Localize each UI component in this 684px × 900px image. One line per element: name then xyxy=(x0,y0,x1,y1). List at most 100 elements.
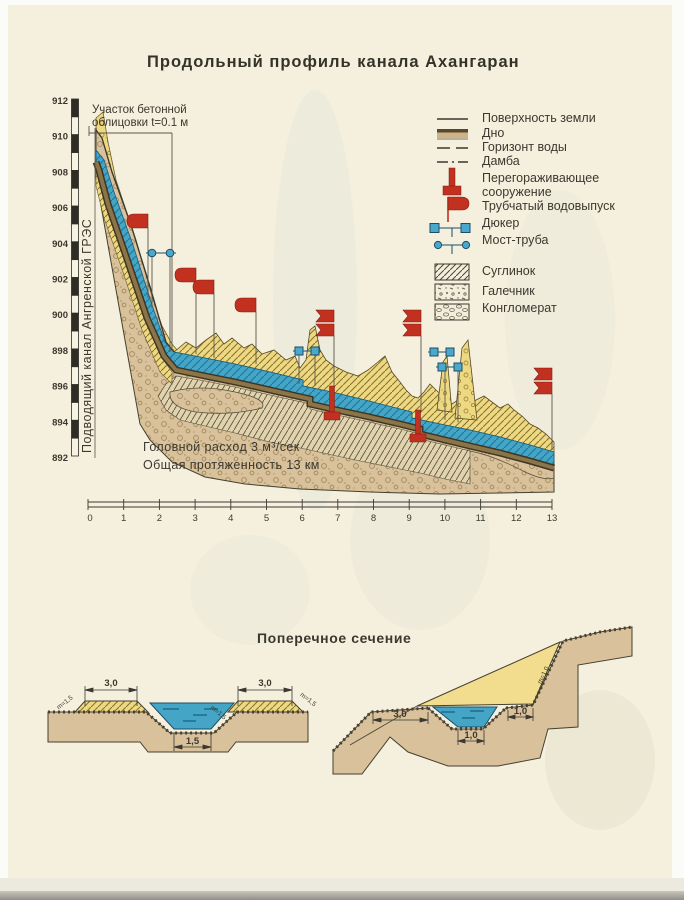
conglomerate-swatch-icon xyxy=(434,303,470,321)
page-edge-shadow xyxy=(0,891,684,900)
length-note: Общая протяженность 13 км xyxy=(143,458,320,472)
elevation-label: 904 xyxy=(52,239,69,250)
ground-block xyxy=(47,711,309,753)
lining-bracket xyxy=(88,126,173,348)
km-label: 13 xyxy=(547,513,558,524)
vertical-axis-label: Подводящий канал Ангренской ГРЭС xyxy=(80,218,94,454)
elevation-label: 898 xyxy=(52,346,68,357)
dimension-lines xyxy=(84,686,293,751)
siphon-symbol xyxy=(293,346,321,356)
legend-icons xyxy=(429,118,471,321)
gravel-swatch-icon xyxy=(434,283,470,301)
elevation-axis: 912 910 908 906 904 902 900 898 896 894 … xyxy=(52,96,79,464)
surface-speckle xyxy=(48,710,308,735)
longitudinal-profile xyxy=(88,111,555,495)
water-ripples xyxy=(441,710,484,719)
cross-section-left: 3,0 3,0 1,5 m=1,5 m=1,5 m=1,5 xyxy=(47,678,318,753)
km-scale-bar xyxy=(87,499,553,510)
pipe-outlet-flag xyxy=(174,267,197,283)
pipe-outlet-flag xyxy=(126,213,149,229)
km-label: 7 xyxy=(335,513,340,524)
siphon-symbol xyxy=(436,362,463,372)
siphon-symbols xyxy=(293,346,463,372)
dim-label: 1,0 xyxy=(514,706,527,717)
layer-boundary xyxy=(469,450,555,480)
barrier-structures xyxy=(323,385,427,443)
legend-label-loam: Суглинок xyxy=(482,264,536,278)
km-label: 5 xyxy=(264,513,269,524)
dim-label: 1,5 xyxy=(186,736,200,747)
km-label: 1 xyxy=(121,513,126,524)
barrier-structure-icon xyxy=(442,167,462,196)
cross-section-title: Поперечное сечение xyxy=(257,630,412,646)
page-margin-top xyxy=(0,0,684,5)
bridge-pipe-symbol xyxy=(146,248,176,258)
km-label: 3 xyxy=(192,513,197,524)
legend-label-gravel: Галечник xyxy=(482,284,535,298)
elevation-label: 912 xyxy=(52,96,68,107)
structure-leaders xyxy=(147,228,553,450)
elevation-label: 902 xyxy=(52,275,68,286)
slope-extension-line xyxy=(349,705,418,746)
km-label: 2 xyxy=(157,513,162,524)
pipe-outlet-flag xyxy=(234,297,257,313)
legend-label-surface: Поверхность земли xyxy=(482,111,596,125)
dimension-lines xyxy=(372,708,535,745)
km-label: 4 xyxy=(228,513,233,524)
siphon-symbol xyxy=(428,347,455,357)
pipe-outlet-flags xyxy=(126,213,257,313)
elevation-label: 896 xyxy=(52,382,68,393)
km-label: 9 xyxy=(407,513,412,524)
elevation-label: 894 xyxy=(52,417,69,428)
double-outlet-flags xyxy=(315,309,553,395)
km-labels: 0 1 2 3 4 5 6 7 8 9 10 11 12 13 xyxy=(87,513,557,524)
legend-label-barrier: Перегораживающее сооружение xyxy=(482,171,600,199)
barrier-structure-symbol xyxy=(409,409,427,443)
water-ripples xyxy=(163,708,218,722)
canal-bed-line xyxy=(92,160,555,472)
lining-annotation-line2: облицовки t=0.1 м xyxy=(92,117,189,129)
barrier-structure-symbol xyxy=(323,385,341,421)
legend-label-conglomerate: Конгломерат xyxy=(482,301,557,315)
elevation-label: 910 xyxy=(52,132,68,143)
legend-label-bridge-pipe: Мост-труба xyxy=(482,233,549,247)
discharge-note: Головной расход 3 м³/сек xyxy=(143,440,300,454)
cross-section-right: 3,0 1,0 1,0 m=1,0 xyxy=(331,625,633,775)
siphon-icon xyxy=(429,223,471,237)
loam-swatch-icon xyxy=(434,263,470,281)
elevation-label: 908 xyxy=(52,167,68,178)
km-label: 12 xyxy=(511,513,522,524)
km-label: 0 xyxy=(87,513,92,524)
legend-label-water-level: Горизонт воды xyxy=(482,140,567,154)
ground-block xyxy=(332,626,633,775)
dim-label: 3,0 xyxy=(393,709,406,720)
km-label: 6 xyxy=(300,513,305,524)
surface-speckle xyxy=(331,625,633,753)
elevation-label: 892 xyxy=(52,453,68,464)
elevation-label: 906 xyxy=(52,203,68,214)
legend-label-pipe-outlet: Трубчатый водовыпуск xyxy=(482,199,615,213)
legend-label-dam: Дамба xyxy=(482,154,520,168)
pipe-outlet-icon xyxy=(447,196,470,222)
dim-label: 3,0 xyxy=(104,678,117,689)
page-title: Продольный профиль канала Ахангаран xyxy=(147,53,520,71)
slope-label: m=1,5 xyxy=(299,691,318,708)
elevation-labels: 912 910 908 906 904 902 900 898 896 894 … xyxy=(52,96,69,464)
km-label: 10 xyxy=(440,513,451,524)
dim-label: 1,0 xyxy=(464,730,477,741)
pipe-outlet-flag xyxy=(192,279,215,295)
page-margin-left xyxy=(0,0,8,900)
lining-annotation-line1: Участок бетонной xyxy=(92,104,187,116)
km-label: 11 xyxy=(476,513,486,524)
page-edge-strip xyxy=(0,878,684,891)
km-label: 8 xyxy=(371,513,376,524)
bridge-pipe-icon xyxy=(433,240,471,254)
legend-label-bottom: Дно xyxy=(482,126,505,140)
gravel-lens xyxy=(169,387,264,414)
elevation-label: 900 xyxy=(52,310,68,321)
bottom-band-icon xyxy=(437,129,468,140)
dim-label: 3,0 xyxy=(258,678,271,689)
page-margin-right xyxy=(672,0,684,900)
